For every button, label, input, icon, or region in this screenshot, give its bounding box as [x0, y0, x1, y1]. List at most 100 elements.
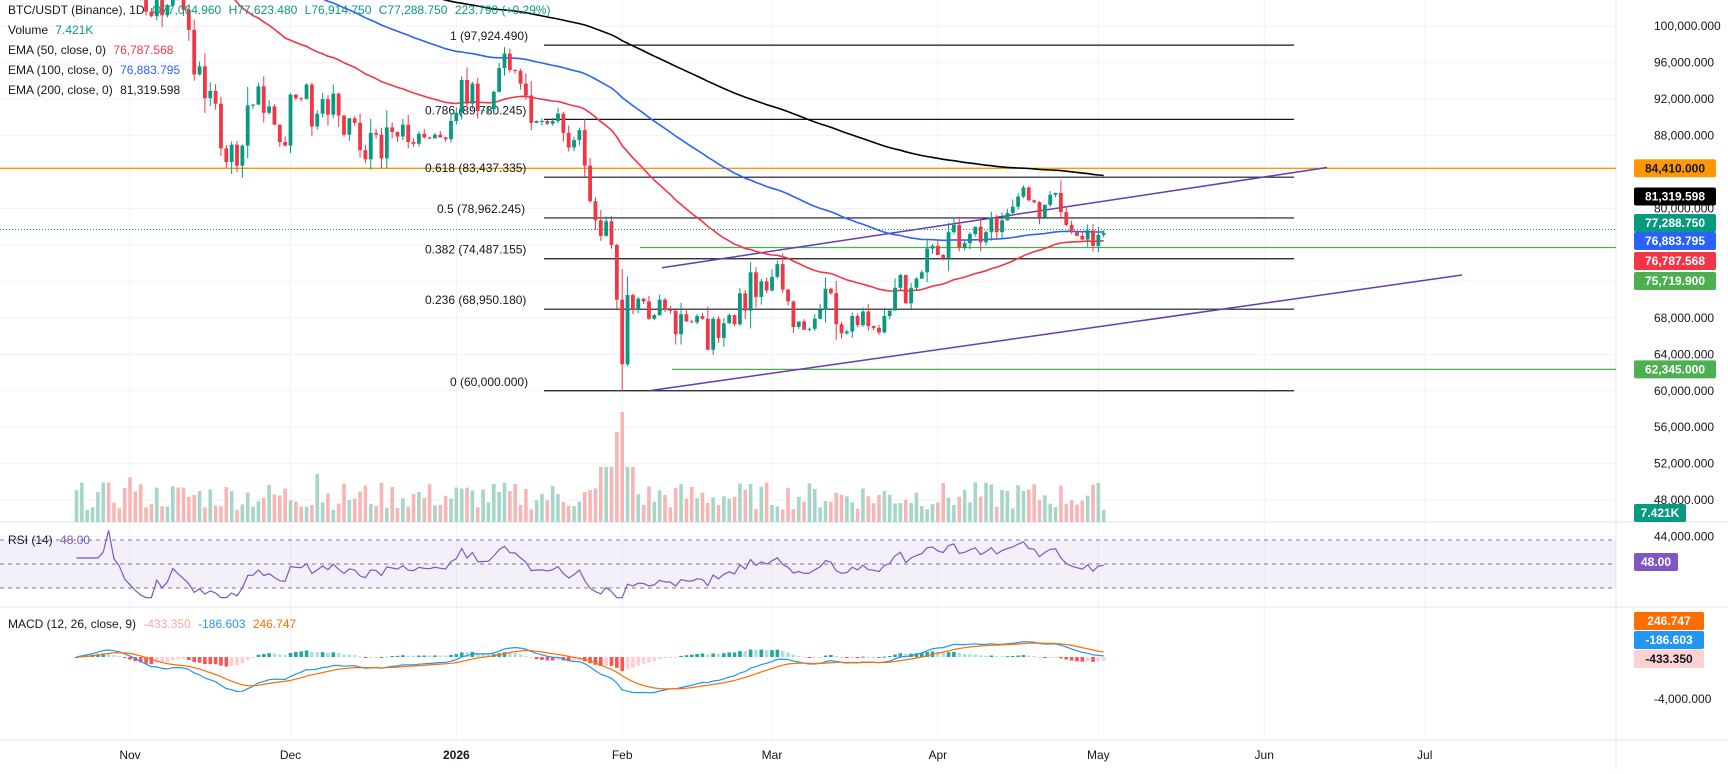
rsi-legend-label: RSI (14)	[8, 533, 53, 547]
volume-bar	[1059, 485, 1063, 522]
candle-body	[930, 245, 935, 249]
rsi-legend[interactable]: RSI (14) 48.00	[8, 533, 90, 547]
time-tick-label: Nov	[119, 748, 140, 762]
candle-body	[245, 105, 250, 146]
volume-bar	[133, 491, 138, 522]
macd-hist-bar	[673, 657, 678, 658]
candle-body	[684, 314, 689, 322]
volume-bar	[74, 490, 79, 522]
macd-hist-bar	[310, 651, 314, 657]
macd-hist-bar	[203, 657, 207, 665]
volume-bar	[920, 506, 924, 522]
volume-bar	[1016, 485, 1020, 522]
volume-bar	[722, 496, 726, 522]
candle-body	[812, 318, 817, 329]
rsi-line	[76, 530, 1104, 599]
macd-hist-bar	[342, 654, 346, 657]
volume-bar	[336, 503, 341, 522]
volume-bar	[401, 498, 405, 522]
volume-bar	[566, 505, 571, 522]
time-axis: Nov Dec 2026 Feb Mar Apr May Jun Jul	[119, 748, 1432, 762]
volume-bar	[748, 483, 753, 522]
candle-body	[582, 130, 587, 166]
rsi-badge	[1634, 553, 1678, 571]
candle-body	[641, 298, 646, 302]
volume-bar	[315, 473, 320, 522]
macd-hist-bar	[716, 653, 721, 657]
candle-body	[898, 275, 903, 288]
macd-hist-bar	[513, 653, 517, 657]
macd-hist-bar	[1069, 657, 1074, 661]
legend-ema200[interactable]: EMA (200, close, 0) 81,319.598	[8, 80, 551, 100]
volume-bar	[1005, 491, 1010, 522]
candle-body	[834, 293, 839, 325]
candle-body	[1042, 204, 1047, 218]
volume-bar	[374, 505, 378, 522]
volume-bar	[529, 509, 534, 522]
volume-bar	[160, 506, 164, 522]
macd-hist-bar	[1096, 657, 1101, 662]
volume-bar	[261, 497, 266, 522]
macd-hist-bar	[1037, 657, 1042, 658]
volume-bar	[636, 494, 641, 522]
candle-body	[1005, 213, 1010, 221]
candle-body	[652, 315, 657, 319]
volume-bar	[834, 492, 838, 522]
macd-hist-bar	[385, 656, 389, 658]
volume-bar	[791, 509, 796, 522]
volume-bar	[545, 500, 550, 522]
macd-hist-bar	[336, 653, 341, 657]
volume-bar	[807, 483, 812, 522]
macd-hist-bar	[572, 657, 576, 662]
macd-hist-bar	[165, 657, 170, 663]
macd-hist-bar	[620, 657, 624, 672]
macd-hist-bar	[759, 649, 764, 657]
volume-bar	[1085, 495, 1090, 522]
candle-body	[283, 141, 288, 146]
macd-pane	[74, 641, 1106, 694]
macd-legend[interactable]: MACD (12, 26, close, 9) -433.350 -186.60…	[8, 617, 296, 631]
macd-hist-bar	[813, 657, 817, 658]
macd-hist-bar	[802, 657, 806, 658]
candle-body	[192, 29, 197, 75]
macd-hist-bar	[229, 657, 234, 666]
macd-tick-label: -4,000.000	[1654, 692, 1712, 706]
candle-body	[331, 93, 336, 115]
candle-body	[839, 324, 844, 334]
time-tick-label: May	[1087, 748, 1110, 762]
macd-hist-bar	[780, 650, 785, 657]
ema50-line	[234, 0, 1104, 292]
macd-hist-bar	[861, 656, 865, 658]
macd-signal-line	[76, 642, 1104, 690]
macd-legend-hist: -433.350	[143, 617, 191, 631]
candle-body	[1048, 194, 1053, 205]
candle-body	[229, 144, 234, 163]
candle-body	[379, 134, 384, 159]
symbol-header[interactable]: BTC/USDT (Binance), 1D O77,064.960 H77,6…	[8, 0, 551, 20]
candle-body	[668, 309, 673, 311]
price-badge-label: 84,410.000	[1645, 161, 1705, 175]
volume-bar	[229, 491, 234, 522]
legend-ema100[interactable]: EMA (100, close, 0) 76,883.795	[8, 60, 551, 80]
volume-bar	[459, 488, 464, 522]
candle-body	[952, 224, 956, 233]
ema-lines	[234, 0, 1104, 292]
volume-bar	[850, 502, 855, 522]
candle-body	[486, 109, 491, 111]
macd-hist-bar	[144, 657, 148, 664]
candle-body	[507, 53, 512, 70]
volume-bar	[358, 491, 362, 522]
volume-bar	[502, 482, 507, 522]
candle-body	[256, 86, 261, 105]
legend-volume[interactable]: Volume 7.421K	[8, 20, 551, 40]
volume-bar	[561, 501, 566, 522]
volume-bar	[85, 509, 89, 522]
macd-hist-bar	[593, 657, 598, 665]
macd-hist-bar	[845, 657, 849, 658]
macd-hist-bar	[1043, 657, 1047, 658]
macd-hist-bar	[796, 655, 801, 657]
volume-bar	[240, 504, 245, 522]
legend-ema50[interactable]: EMA (50, close, 0) 76,787.568	[8, 40, 551, 60]
